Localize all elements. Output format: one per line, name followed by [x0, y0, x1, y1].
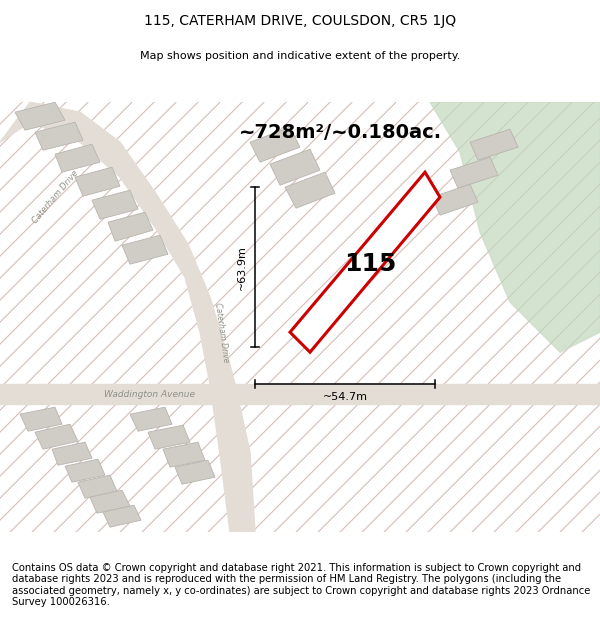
- Polygon shape: [163, 442, 205, 468]
- Text: ~728m²/~0.180ac.: ~728m²/~0.180ac.: [238, 122, 442, 142]
- Polygon shape: [0, 102, 235, 384]
- Polygon shape: [470, 129, 518, 160]
- Polygon shape: [20, 408, 62, 431]
- Text: Waddington Avenue: Waddington Avenue: [104, 390, 196, 399]
- Polygon shape: [108, 212, 153, 241]
- Text: ~54.7m: ~54.7m: [323, 392, 367, 402]
- Text: 115, CATERHAM DRIVE, COULSDON, CR5 1JQ: 115, CATERHAM DRIVE, COULSDON, CR5 1JQ: [144, 14, 456, 28]
- Polygon shape: [0, 384, 600, 404]
- Text: Caterham Drive: Caterham Drive: [214, 302, 230, 362]
- Polygon shape: [35, 122, 83, 150]
- Polygon shape: [92, 190, 138, 219]
- Polygon shape: [270, 149, 320, 185]
- Text: Contains OS data © Crown copyright and database right 2021. This information is : Contains OS data © Crown copyright and d…: [12, 562, 590, 608]
- Polygon shape: [75, 167, 120, 196]
- Text: ~63.9m: ~63.9m: [237, 245, 247, 289]
- Text: Caterham Drive: Caterham Drive: [30, 169, 80, 226]
- Polygon shape: [430, 102, 600, 352]
- Polygon shape: [90, 490, 130, 513]
- Polygon shape: [55, 144, 100, 172]
- Polygon shape: [78, 475, 117, 498]
- Polygon shape: [130, 408, 172, 431]
- Polygon shape: [290, 172, 440, 352]
- Polygon shape: [52, 442, 92, 465]
- Polygon shape: [122, 235, 168, 264]
- Polygon shape: [210, 384, 255, 532]
- Polygon shape: [65, 459, 105, 482]
- Text: 115: 115: [344, 252, 396, 276]
- Polygon shape: [103, 505, 141, 527]
- Polygon shape: [175, 460, 215, 484]
- Polygon shape: [250, 127, 300, 162]
- Polygon shape: [35, 424, 78, 449]
- Polygon shape: [432, 184, 478, 215]
- Polygon shape: [15, 102, 65, 130]
- Polygon shape: [450, 157, 498, 188]
- Polygon shape: [285, 172, 335, 208]
- Text: Map shows position and indicative extent of the property.: Map shows position and indicative extent…: [140, 51, 460, 61]
- Polygon shape: [148, 425, 190, 449]
